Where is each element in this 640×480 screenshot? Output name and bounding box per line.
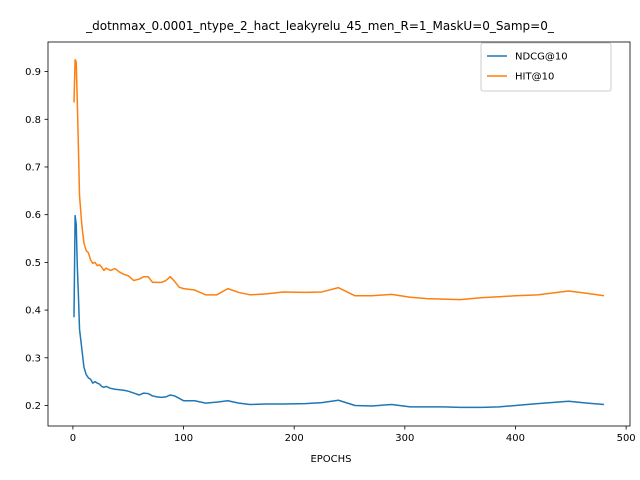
y-tick-label: 0.7 [25, 162, 41, 173]
series-line-hit-10 [73, 58, 605, 301]
x-tick-label: 0 [70, 433, 76, 444]
x-axis-label: EPOCHS [310, 454, 351, 465]
legend-label-hit-10: HIT@10 [515, 72, 554, 83]
y-tick-label: 0.3 [25, 353, 41, 364]
y-tick-label: 0.6 [25, 210, 41, 221]
y-tick-label: 0.4 [25, 306, 41, 317]
series-line-ndcg-10 [73, 214, 605, 409]
chart-title: _dotnmax_0.0001_ntype_2_hact_leakyrelu_4… [85, 19, 555, 33]
plot-area-frame [47, 41, 631, 427]
x-tick-label: 100 [174, 433, 193, 444]
x-tick-label: 300 [395, 433, 414, 444]
series-lines [73, 58, 605, 409]
x-tick-label: 500 [617, 433, 636, 444]
y-tick-label: 0.5 [25, 258, 41, 269]
y-tick-label: 0.8 [25, 115, 41, 126]
x-tick-label: 400 [506, 433, 525, 444]
legend-box [480, 42, 612, 92]
legend-label-ndcg-10: NDCG@10 [515, 52, 568, 63]
y-tick-label: 0.2 [25, 401, 41, 412]
x-tick-label: 200 [285, 433, 304, 444]
y-axis: 0.2 0.3 0.4 0.5 0.6 0.7 0.8 0.9 [25, 67, 48, 412]
y-tick-label: 0.9 [25, 67, 41, 78]
legend: NDCG@10 HIT@10 [480, 42, 612, 92]
x-axis: 0 100 200 300 400 500 [70, 426, 636, 444]
